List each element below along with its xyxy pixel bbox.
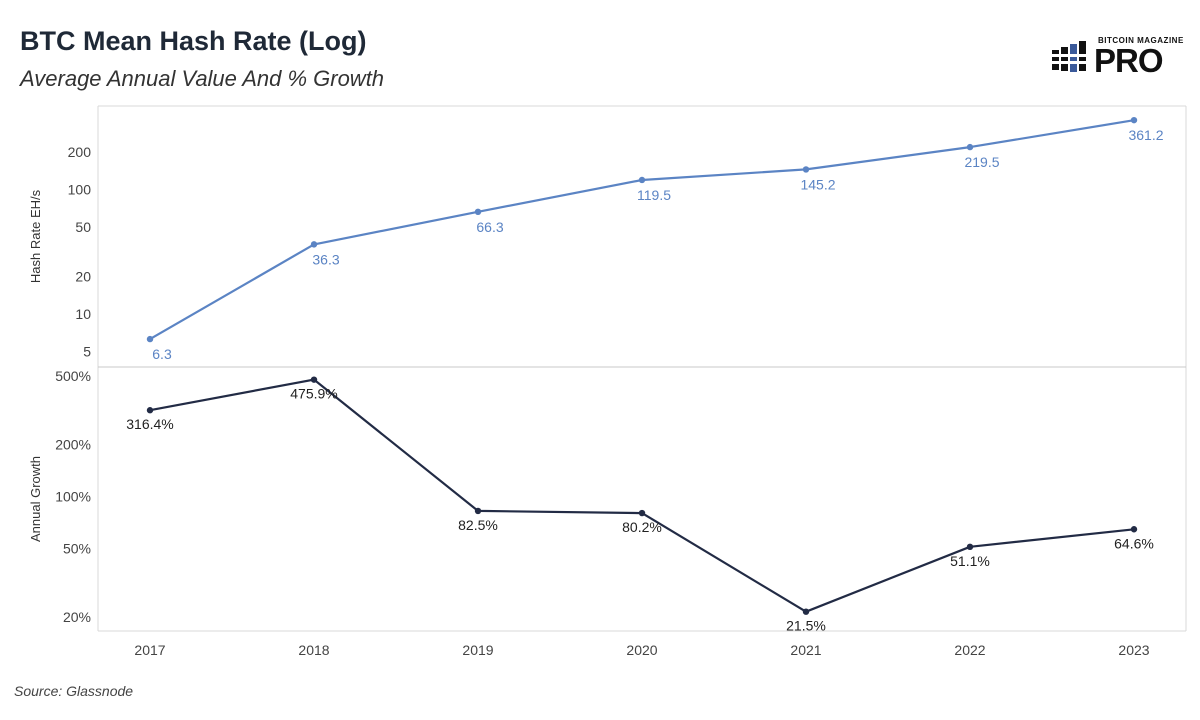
y-tick-label: 20 — [75, 269, 91, 285]
hash-rate-data-label: 219.5 — [964, 154, 999, 170]
logo-main-text: PRO — [1094, 42, 1164, 79]
x-tick-label: 2023 — [1118, 642, 1149, 658]
annual-growth-data-label: 475.9% — [290, 386, 337, 402]
annual-growth-data-label: 80.2% — [622, 519, 662, 535]
x-tick-label: 2018 — [298, 642, 329, 658]
x-tick-label: 2022 — [954, 642, 985, 658]
annual-growth-data-label: 82.5% — [458, 517, 498, 533]
hash-rate-point — [1130, 116, 1138, 124]
chart-title: BTC Mean Hash Rate (Log) — [20, 26, 367, 56]
y-tick-label: 100 — [68, 182, 92, 198]
y-tick-label: 500% — [55, 368, 91, 384]
hash-rate-data-label: 6.3 — [152, 346, 172, 362]
y-tick-label: 100% — [55, 489, 91, 505]
hash-rate-data-label: 145.2 — [800, 176, 835, 192]
hash-rate-point — [310, 241, 318, 248]
hash-rate-point — [802, 166, 810, 173]
annual-growth-line — [149, 378, 1135, 613]
annual-growth-point — [474, 507, 482, 515]
hash-rate-point — [146, 335, 154, 343]
annual-growth-point — [310, 376, 318, 383]
annual-growth-data-label: 21.5% — [786, 618, 826, 634]
logo-top-text: BITCOIN MAGAZINE — [1098, 36, 1184, 45]
hash-rate-point — [638, 176, 646, 184]
y-tick-label: 10 — [75, 306, 91, 322]
x-tick-label: 2021 — [790, 642, 821, 658]
hash-rate-data-label: 361.2 — [1128, 127, 1163, 143]
bitcoin-magazine-pro-logo: BITCOIN MAGAZINE PRO — [1050, 36, 1186, 79]
hash-rate-data-label: 66.3 — [476, 219, 503, 235]
annual-growth-point — [802, 608, 810, 615]
y-tick-label: 200% — [55, 437, 91, 453]
y-tick-label: 20% — [63, 609, 91, 625]
x-tick-label: 2019 — [462, 642, 493, 658]
x-tick-label: 2017 — [134, 642, 165, 658]
annual-growth-point — [1130, 526, 1138, 533]
y-axis-title: Hash Rate EH/s — [28, 189, 43, 283]
hash-rate-point — [474, 208, 482, 216]
annual-growth-data-label: 51.1% — [950, 553, 990, 569]
annual-growth-data-label: 316.4% — [126, 416, 173, 432]
logo-bars-icon — [1050, 41, 1088, 72]
hash-rate-data-label: 119.5 — [637, 187, 671, 203]
hash-rate-line — [149, 119, 1135, 341]
y-axis-title: Annual Growth — [28, 456, 43, 542]
y-tick-label: 50% — [63, 540, 91, 556]
annual-growth-point — [638, 509, 646, 517]
source-note: Source: Glassnode — [14, 683, 134, 699]
x-tick-label: 2020 — [626, 642, 657, 658]
y-tick-label: 200 — [68, 144, 92, 160]
chart-subtitle: Average Annual Value And % Growth — [20, 66, 385, 91]
hash-rate-point — [966, 143, 974, 151]
annual-growth-point — [146, 407, 154, 414]
annual-growth-data-label: 64.6% — [1114, 535, 1154, 551]
y-tick-label: 50 — [75, 219, 91, 235]
annual-growth-point — [966, 543, 974, 551]
y-tick-label: 5 — [83, 344, 91, 360]
hash-rate-data-label: 36.3 — [312, 251, 339, 267]
